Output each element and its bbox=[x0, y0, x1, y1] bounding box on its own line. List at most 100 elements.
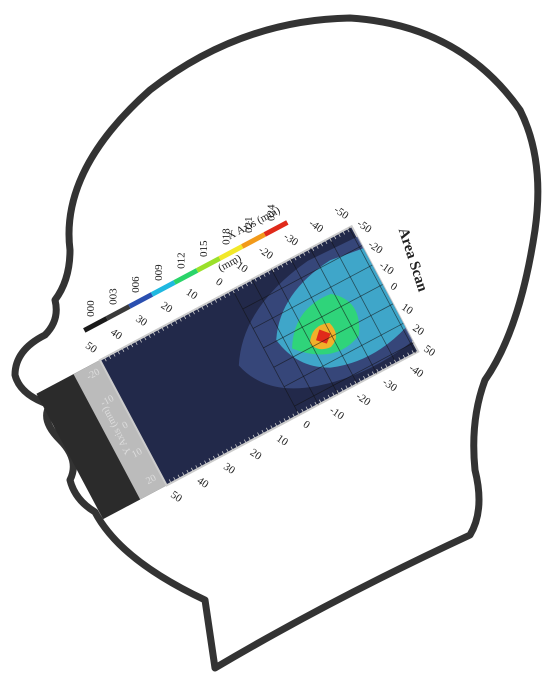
ruler-tick bbox=[190, 467, 194, 472]
ruler-tick bbox=[363, 376, 366, 380]
x-tick-label-bottom: 40 bbox=[195, 475, 211, 491]
contour-peak bbox=[316, 329, 331, 344]
ruler-tick bbox=[182, 472, 185, 477]
x-tick-label: -40 bbox=[307, 217, 326, 235]
ruler-tick bbox=[380, 366, 384, 371]
ruler-tick bbox=[226, 448, 229, 453]
ruler-tick bbox=[327, 394, 331, 399]
colorbar-segment bbox=[218, 244, 244, 261]
ruler-tick bbox=[358, 378, 362, 383]
ruler-tick bbox=[345, 385, 349, 390]
x-tick-label-bottom: -40 bbox=[407, 362, 426, 380]
ruler-tick bbox=[376, 368, 379, 373]
grid-line bbox=[263, 284, 383, 349]
x-tick-label-bottom: 10 bbox=[274, 433, 290, 449]
ruler-tick bbox=[301, 408, 304, 413]
ruler-tick bbox=[411, 350, 415, 355]
ruler-tick bbox=[288, 415, 291, 420]
ruler-tick bbox=[394, 359, 397, 364]
ruler-tick bbox=[236, 287, 240, 291]
colorbar-segment bbox=[150, 280, 176, 297]
ruler-tick bbox=[243, 439, 247, 444]
x-tick-label-bottom: 20 bbox=[248, 447, 264, 463]
ruler-tick bbox=[126, 345, 129, 350]
area-scan: Y Axis (mm) X Axis (mm) 0000030060090120… bbox=[36, 204, 438, 520]
ruler-tick bbox=[341, 387, 344, 392]
side-tick-label: -50 bbox=[355, 218, 374, 236]
ruler-tick bbox=[280, 263, 284, 268]
colorbar-segment bbox=[263, 220, 289, 237]
ruler-tick bbox=[245, 282, 248, 287]
ruler-tick bbox=[265, 427, 269, 432]
ruler-tick bbox=[274, 422, 278, 427]
ruler-tick bbox=[298, 254, 301, 259]
ruler-tick bbox=[276, 265, 279, 270]
ruler-tick bbox=[305, 406, 309, 411]
x-tick-label: 0 bbox=[213, 276, 225, 289]
ruler-tick bbox=[210, 301, 213, 306]
ruler-tick bbox=[367, 373, 371, 378]
ruler-tick bbox=[338, 233, 341, 237]
colorbar-label: 018 bbox=[220, 228, 232, 245]
colorbar-segment bbox=[195, 256, 221, 273]
ruler-tick bbox=[232, 289, 235, 294]
ruler-tick bbox=[104, 357, 107, 362]
ruler-tick bbox=[204, 460, 207, 465]
grid-line bbox=[242, 245, 363, 310]
ruler-tick bbox=[187, 312, 191, 317]
x-tick-label-bottom: 30 bbox=[221, 461, 237, 477]
ruler-tick bbox=[314, 401, 318, 406]
grid bbox=[232, 227, 417, 416]
ruler-tick bbox=[261, 430, 265, 434]
ruler-tick bbox=[285, 261, 288, 266]
colorbar-label: 024 bbox=[266, 204, 278, 221]
ruler-tick bbox=[349, 383, 353, 387]
ruler-tick bbox=[217, 453, 220, 458]
grid-line bbox=[290, 258, 358, 385]
ruler-tick bbox=[262, 272, 266, 277]
x-tick-label: -20 bbox=[256, 244, 275, 262]
ruler-tick bbox=[252, 434, 256, 439]
grid-line bbox=[251, 279, 319, 405]
ruler-tick bbox=[199, 462, 203, 467]
x-tick-label: 50 bbox=[83, 340, 99, 356]
head-outline bbox=[11, 14, 542, 672]
x-tick-label: 20 bbox=[159, 300, 175, 316]
ruler-tick bbox=[254, 277, 257, 282]
ruler-tick bbox=[230, 446, 234, 451]
ruler-tick bbox=[258, 275, 262, 280]
ruler-tick bbox=[99, 359, 103, 364]
x-tick-label: -50 bbox=[332, 204, 351, 222]
ruler-tick bbox=[148, 333, 151, 338]
ruler-tick bbox=[139, 338, 142, 343]
title: Area Scan bbox=[395, 226, 431, 294]
ruler-tick bbox=[157, 329, 160, 334]
colorbar-label: 012 bbox=[175, 252, 187, 269]
ruler-tick bbox=[208, 458, 212, 463]
ruler-tick bbox=[292, 413, 296, 418]
ruler-tick bbox=[235, 444, 238, 449]
colorbar-label: 021 bbox=[243, 216, 255, 233]
side-tick-label: -20 bbox=[366, 238, 385, 256]
x-tick-label-bottom: -20 bbox=[354, 390, 373, 408]
x-tick-label: 40 bbox=[108, 326, 124, 342]
ruler-tick bbox=[179, 317, 182, 322]
colorbar-segment bbox=[83, 316, 109, 333]
x-tick-label: 10 bbox=[184, 286, 200, 302]
ruler-tick bbox=[177, 474, 181, 479]
colorbar-label: 009 bbox=[153, 264, 165, 281]
colorbar-label: 015 bbox=[198, 240, 210, 257]
ruler-tick bbox=[354, 380, 357, 385]
ruler-tick bbox=[248, 437, 251, 441]
ruler-tick bbox=[323, 397, 326, 402]
y-tick-label: 20 bbox=[144, 473, 158, 487]
ruler-tick bbox=[329, 237, 332, 242]
y-tick-label: 10 bbox=[130, 446, 144, 460]
side-tick-label: 20 bbox=[410, 322, 426, 338]
ruler-tick bbox=[336, 390, 340, 395]
colorbar-label: 000 bbox=[85, 300, 97, 317]
ruler-tick bbox=[134, 341, 138, 345]
ruler-tick bbox=[267, 270, 270, 275]
ruler-tick bbox=[108, 355, 112, 360]
